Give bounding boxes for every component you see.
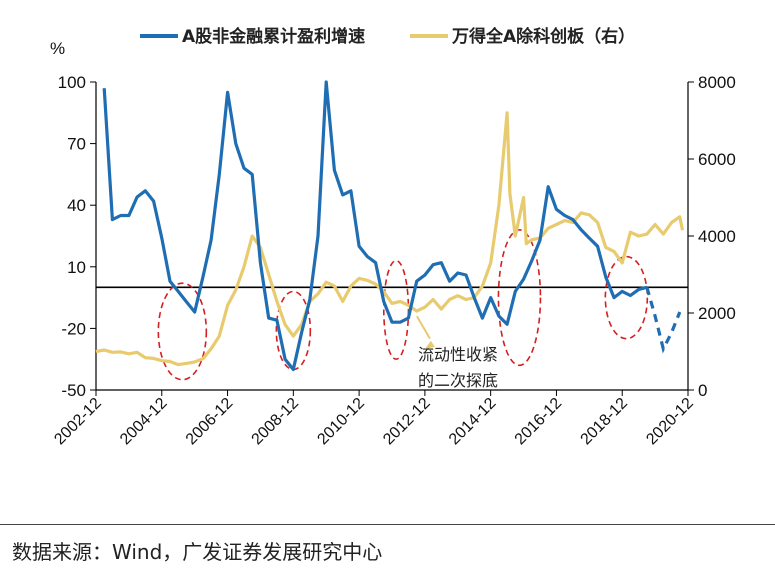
highlight-ellipse (157, 282, 208, 381)
left-tick-label: 10 (67, 258, 86, 277)
x-tick-label: 2008-12 (249, 395, 303, 449)
legend-label-wind-index: 万得全A除科创板（右） (451, 26, 635, 47)
highlight-ellipse (604, 255, 649, 340)
right-tick-label: 0 (698, 381, 707, 400)
left-tick-label: 70 (67, 135, 86, 154)
x-tick-label: 2016-12 (512, 395, 566, 449)
right-tick-label: 8000 (698, 73, 736, 92)
x-tick-label: 2020-12 (643, 395, 697, 449)
highlight-ellipses (157, 229, 649, 381)
legend-label-profit-growth: A股非金融累计盈利增速 (182, 26, 365, 47)
x-tick-label: 2018-12 (578, 395, 632, 449)
series-line-profit-growth (102, 80, 648, 372)
right-tick-label: 2000 (698, 304, 736, 323)
annotation: 流动性收紧 的二次探底 (416, 315, 498, 390)
x-tick-label: 2004-12 (117, 395, 171, 449)
x-tick-label: 2010-12 (314, 395, 368, 449)
annotation-line2: 的二次探底 (418, 371, 498, 390)
right-tick-label: 4000 (698, 227, 736, 246)
x-tick-label: 2014-12 (446, 395, 500, 449)
annotation-line1: 流动性收紧 (418, 345, 498, 364)
x-tick-label: 2006-12 (183, 395, 237, 449)
highlight-ellipse (497, 229, 542, 367)
left-tick-label: 100 (58, 73, 86, 92)
footer-rule (0, 524, 775, 525)
legend: A股非金融累计盈利增速 万得全A除科创板（右） (140, 26, 635, 47)
left-axis-unit: % (50, 39, 65, 58)
annotation-arrow-head (424, 340, 435, 349)
left-tick-label: -50 (61, 381, 86, 400)
x-tick-label: 2012-12 (380, 395, 434, 449)
series-line-profit-growth-dashed (645, 286, 682, 354)
series-group (95, 80, 685, 372)
right-tick-label: 6000 (698, 150, 736, 169)
annotation-arrow-shaft (416, 315, 431, 340)
left-tick-label: 40 (67, 196, 86, 215)
left-tick-label: -20 (61, 319, 86, 338)
series-line-wind-index (95, 111, 685, 367)
x-tick-label: 2002-12 (51, 395, 105, 449)
highlight-ellipse (382, 259, 410, 361)
highlight-ellipse (275, 290, 312, 371)
source-note: 数据来源：Wind，广发证券发展研究中心 (12, 540, 383, 564)
